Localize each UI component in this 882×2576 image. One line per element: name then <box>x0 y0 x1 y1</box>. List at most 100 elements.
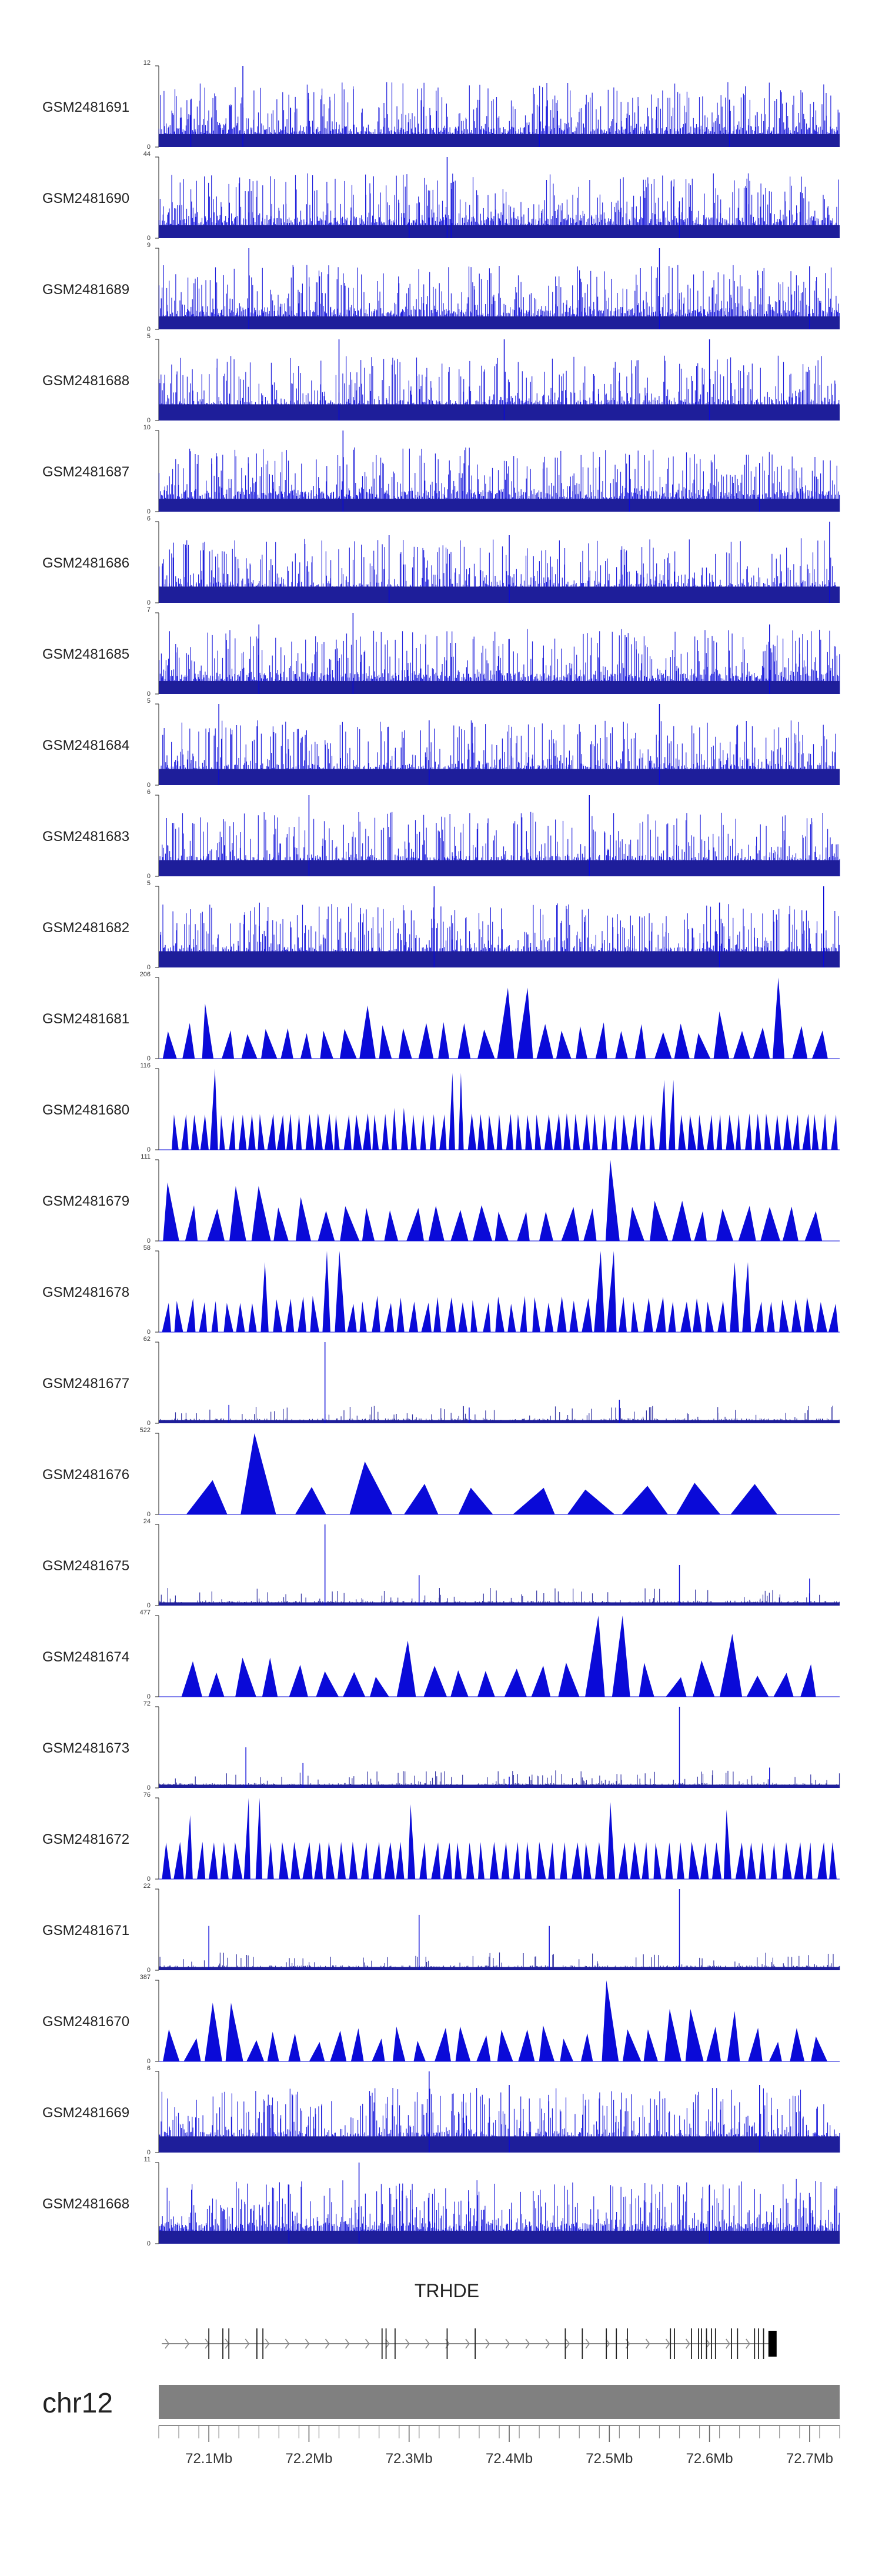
coverage-peak <box>544 1303 554 1332</box>
coverage-peak <box>677 1842 684 1879</box>
track-label: GSM2481677 <box>42 1376 129 1392</box>
coverage-peak <box>753 1027 770 1059</box>
coverage-peak <box>495 1296 505 1332</box>
coverage-peak <box>671 1200 691 1241</box>
coverage-peak <box>477 1029 495 1059</box>
coverage-peak <box>717 1300 727 1332</box>
coverage-peak <box>340 1206 360 1241</box>
y-zero-label: 0 <box>147 2058 151 2065</box>
y-zero-label: 0 <box>147 1784 151 1791</box>
y-zero-label: 0 <box>147 1146 151 1153</box>
terminal-exon <box>768 2331 777 2357</box>
coverage-peak <box>477 1114 485 1150</box>
coverage-peak <box>811 2036 827 2061</box>
coverage-peak <box>372 1296 380 1332</box>
coverage-peak <box>296 1115 302 1150</box>
coverage-base-band <box>159 1602 840 1606</box>
coverage-peak <box>393 2026 406 2061</box>
coverage-peak <box>669 1080 676 1150</box>
coverage-peak <box>792 1026 808 1059</box>
coverage-peak <box>685 2008 704 2061</box>
coverage-peak <box>668 1301 676 1332</box>
coverage-peak <box>800 1664 816 1697</box>
track-label: GSM2481683 <box>42 829 129 845</box>
coverage-peak <box>267 2031 279 2061</box>
coverage-peak <box>561 1207 580 1241</box>
track-label: GSM2481690 <box>42 191 129 206</box>
track-label: GSM2481673 <box>42 1740 129 1756</box>
coverage-peak <box>517 987 533 1059</box>
coverage-peak <box>359 1301 367 1332</box>
coverage-peak <box>396 1841 405 1879</box>
y-zero-label: 0 <box>147 873 151 880</box>
track-GSM2481668: GSM2481668 11 0 <box>42 2156 840 2247</box>
track-GSM2481678: GSM2481678 58 0 <box>42 1244 840 1336</box>
coverage-peak <box>733 1030 750 1059</box>
track-label: GSM2481679 <box>42 1193 129 1209</box>
coverage-peak <box>350 2028 364 2061</box>
coverage-peak <box>640 1114 646 1150</box>
coverage-peak <box>407 1804 416 1879</box>
coverage-peak <box>289 1664 308 1697</box>
strand-chevron <box>505 2338 510 2349</box>
coverage-peak <box>315 1113 323 1150</box>
track-label: GSM2481671 <box>42 1923 129 1938</box>
track-GSM2481687: GSM2481687 10 0 <box>42 424 840 515</box>
coverage-peak <box>298 1296 306 1332</box>
coverage-peak <box>594 1251 605 1332</box>
coverage-peak <box>431 1842 441 1879</box>
y-zero-label: 0 <box>147 144 151 151</box>
coverage-peak <box>712 1842 721 1879</box>
track-label: GSM2481670 <box>42 2014 129 2030</box>
coverage-peak <box>406 1207 424 1241</box>
track-GSM2481674: GSM2481674 477 0 <box>42 1609 840 1700</box>
track-label: GSM2481688 <box>42 373 129 389</box>
coverage-peak <box>174 1300 183 1332</box>
strand-chevron <box>585 2338 590 2349</box>
y-max-label: 7 <box>147 606 151 613</box>
coverage-peak <box>769 2041 782 2061</box>
coverage-peak <box>309 2042 325 2061</box>
coverage-peak <box>477 1671 495 1697</box>
x-tick-label: 72.3Mb <box>386 2451 433 2467</box>
coverage-peak <box>404 1484 439 1514</box>
coverage-peak <box>487 1115 495 1150</box>
y-max-label: 58 <box>143 1244 151 1252</box>
y-max-label: 44 <box>143 151 151 158</box>
coverage-peak <box>185 1205 198 1241</box>
coverage-peak <box>790 2028 805 2061</box>
coverage-peak <box>326 1841 335 1879</box>
coverage-peak <box>779 1299 789 1332</box>
coverage-peak <box>595 1022 607 1059</box>
coverage-peak <box>455 2026 471 2061</box>
coverage-peak <box>650 1200 669 1241</box>
track-GSM2481684: GSM2481684 5 0 <box>42 698 840 789</box>
coverage-peak <box>232 1842 243 1879</box>
coverage-peak <box>318 1210 335 1241</box>
coverage-peak <box>536 1841 546 1879</box>
coverage-peak <box>606 1251 617 1332</box>
coverage-peak <box>399 1028 412 1059</box>
track-GSM2481669: GSM2481669 6 0 <box>42 2065 840 2156</box>
strand-chevron <box>425 2338 430 2349</box>
coverage-peak <box>229 1115 236 1150</box>
y-zero-label: 0 <box>147 1329 151 1336</box>
coverage-peak <box>742 1262 751 1332</box>
y-zero-label: 0 <box>147 1237 151 1244</box>
coverage-peak <box>804 1211 823 1241</box>
track-GSM2481683: GSM2481683 6 0 <box>42 789 840 880</box>
strand-chevron <box>265 2338 270 2349</box>
strand-chevron <box>665 2338 670 2349</box>
coverage-peak <box>314 1842 323 1879</box>
coverage-peak <box>754 1302 764 1332</box>
coverage-peak <box>602 1980 619 2061</box>
coverage-peak <box>349 1841 358 1879</box>
coverage-peak <box>674 1023 690 1059</box>
coverage-peak <box>496 1114 503 1150</box>
coverage-peak <box>372 1841 382 1879</box>
track-label: GSM2481676 <box>42 1467 129 1483</box>
coverage-peak <box>219 1115 225 1150</box>
coverage-peak <box>316 1671 339 1697</box>
track-GSM2481672: GSM2481672 76 0 <box>42 1791 840 1883</box>
gene-name-label: TRHDE <box>415 2280 479 2301</box>
